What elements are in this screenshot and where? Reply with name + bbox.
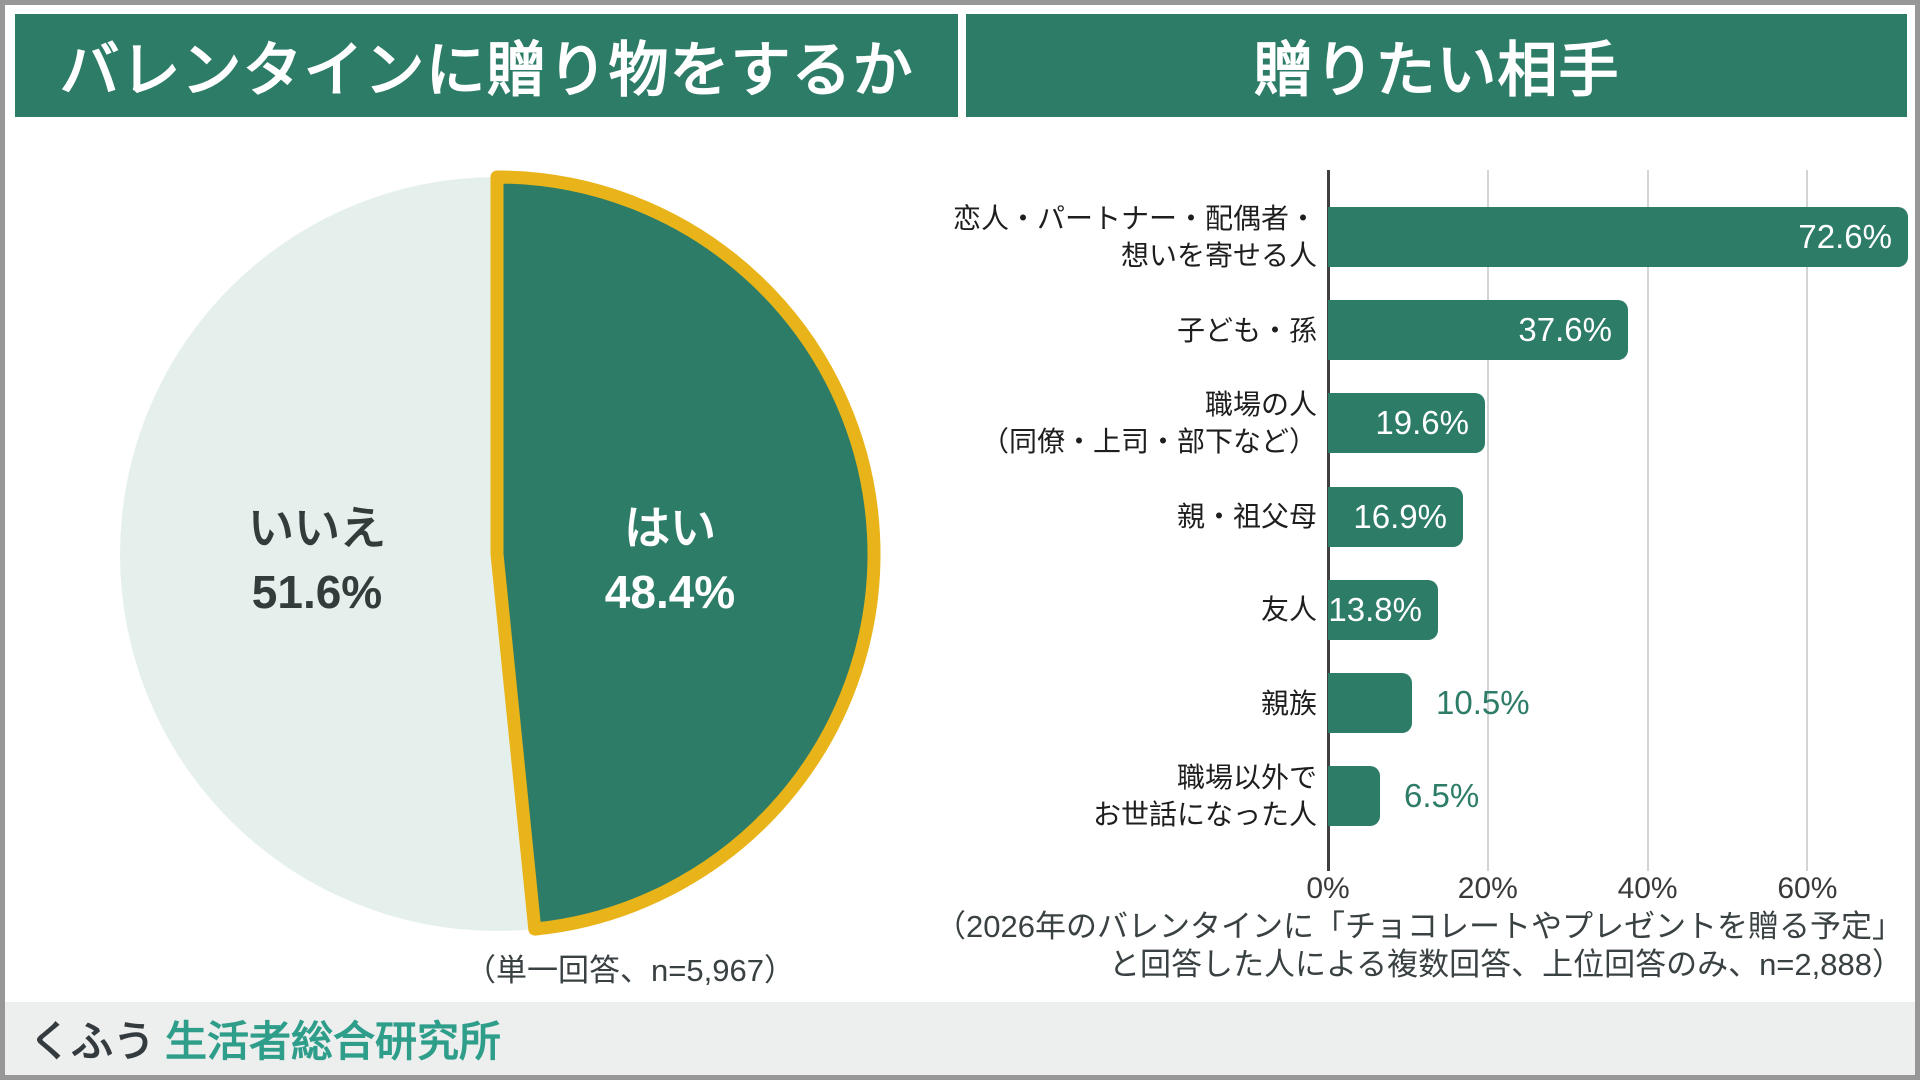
bar-category-line: 親族 (1260, 687, 1317, 719)
bar-0 (1328, 207, 1908, 267)
bar-section-title: 贈りたい相手 (966, 14, 1907, 117)
bar-footnote-line1: （2026年のバレンタインに「チョコレートやプレゼントを贈る予定」 (935, 909, 1903, 944)
bar-category-label-3: 親・祖父母 (697, 498, 1317, 535)
x-tick-label: 60% (1777, 872, 1838, 905)
bar-value-label-1: 37.6% (1518, 311, 1612, 349)
pie-no-value: 51.6% (251, 566, 383, 618)
bar-category-line: 恋人・パートナー・配偶者・ (952, 203, 1317, 234)
bar-category-line: 友人 (1260, 594, 1317, 626)
bar-category-label-2: 職場の人 （同僚・上司・部下など） (697, 386, 1317, 460)
pie-yes-label: はい (624, 502, 716, 554)
bar-category-label-6: 職場以外でお世話になった人 (697, 759, 1317, 833)
bar-value-label-6: 6.5% (1404, 777, 1480, 815)
bar-5 (1328, 673, 1412, 733)
bar-value-label-0: 72.6% (1798, 218, 1892, 255)
x-tick-label: 20% (1457, 872, 1518, 905)
bar-1 (1328, 300, 1628, 361)
bar-category-line: 職場以外で (1176, 762, 1317, 794)
x-tick-label: 40% (1617, 872, 1678, 905)
bar-category-line: 親・祖父母 (1176, 501, 1317, 533)
bar-6 (1328, 766, 1380, 827)
bar-category-label-1: 子ども・孫 (697, 312, 1317, 349)
pie-no-label: いいえ (248, 502, 386, 554)
gridline-20 (1486, 170, 1489, 871)
kufu-logo: くふう (29, 1018, 156, 1065)
pie-section-title: バレンタインに贈り物をするか (15, 14, 958, 117)
pie-slice-label-no: いいえ 51.6% (117, 496, 517, 624)
bar-value-label-5: 10.5% (1436, 684, 1530, 721)
pie-chart (120, 170, 881, 936)
bar-4 (1328, 579, 1438, 640)
bar-category-line: 想いを寄せる人 (1120, 240, 1317, 271)
institute-logo: 生活者総合研究所 (165, 1018, 502, 1065)
footer-bar: くふう 生活者総合研究所 (5, 1002, 1915, 1075)
bar-value-label-2: 19.6% (1375, 404, 1469, 442)
bar-category-label-0: 恋人・パートナー・配偶者・想いを寄せる人 (697, 200, 1317, 274)
gridline-40 (1646, 170, 1649, 871)
pie-slice-label-yes: はい 48.4% (470, 496, 870, 624)
bar-footnote: （2026年のバレンタインに「チョコレートやプレゼントを贈る予定」 と回答した人… (853, 908, 1903, 984)
bar-footnote-line2: と回答した人による複数回答、上位回答のみ、n=2,888） (1109, 947, 1903, 982)
pie-yes-value: 48.4% (604, 566, 736, 618)
bar-value-label-3: 16.9% (1353, 497, 1447, 535)
bar-category-line: 子ども・孫 (1176, 314, 1317, 346)
gridline-60 (1806, 170, 1809, 871)
pie-slice-yes (490, 170, 881, 936)
bar-value-label-4: 13.8% (1328, 590, 1422, 628)
bar-category-line: お世話になった人 (1092, 799, 1317, 831)
bar-category-line: （同僚・上司・部下など） (980, 426, 1317, 458)
x-tick-label: 0% (1306, 872, 1350, 905)
bar-chart: 0% 20% 40% 60% 72.6% 恋人・パートナー・配偶者・想いを寄せる人 37.6… (5, 5, 1915, 1075)
bar-category-line: 職場の人 (1204, 389, 1317, 421)
bar-2 (1328, 393, 1485, 454)
pie-footnote: （単一回答、n=5,967） (465, 953, 795, 988)
bar-3 (1328, 486, 1463, 547)
bar-category-label-5: 親族 (697, 685, 1317, 722)
bar-category-label-4: 友人 (697, 591, 1317, 628)
